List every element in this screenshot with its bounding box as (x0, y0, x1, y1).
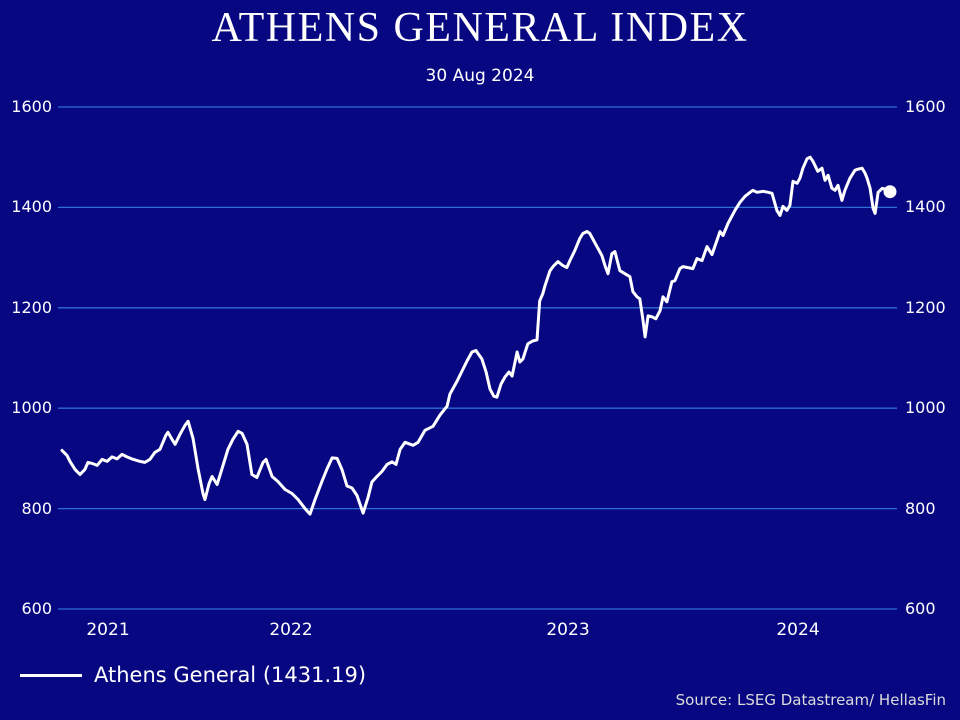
legend: Athens General (1431.19) (20, 659, 366, 691)
y-axis-label-right: 1200 (905, 298, 946, 317)
series-line (60, 155, 892, 516)
end-point-marker (883, 185, 897, 199)
page-title: ATHENS GENERAL INDEX (211, 5, 749, 51)
y-axis-label-left: 1200 (11, 298, 52, 317)
y-axis-label-right: 800 (905, 499, 936, 518)
x-axis-label-year: 2021 (86, 620, 130, 640)
y-axis-label-right: 1000 (905, 398, 946, 417)
legend-line-swatch (20, 673, 82, 677)
x-axis-label-year: 2024 (776, 620, 820, 640)
y-axis-label-left: 600 (21, 599, 52, 618)
y-axis-label-right: 1600 (905, 97, 946, 116)
y-axis-label-left: 1600 (11, 97, 52, 116)
y-axis-label-left: 1400 (11, 197, 52, 216)
y-axis-label-right: 600 (905, 599, 936, 618)
x-axis-label-year: 2023 (546, 620, 590, 640)
y-axis-label-right: 1400 (905, 197, 946, 216)
chart-subtitle-date: 30 Aug 2024 (425, 66, 535, 86)
y-axis-label-left: 1000 (11, 398, 52, 417)
x-axis-label-year: 2022 (269, 620, 313, 640)
legend-label: Athens General (1431.19) (94, 663, 367, 687)
source-attribution: Source: LSEG Datastream/ HellasFin (675, 691, 946, 709)
y-axis-label-left: 800 (21, 499, 52, 518)
